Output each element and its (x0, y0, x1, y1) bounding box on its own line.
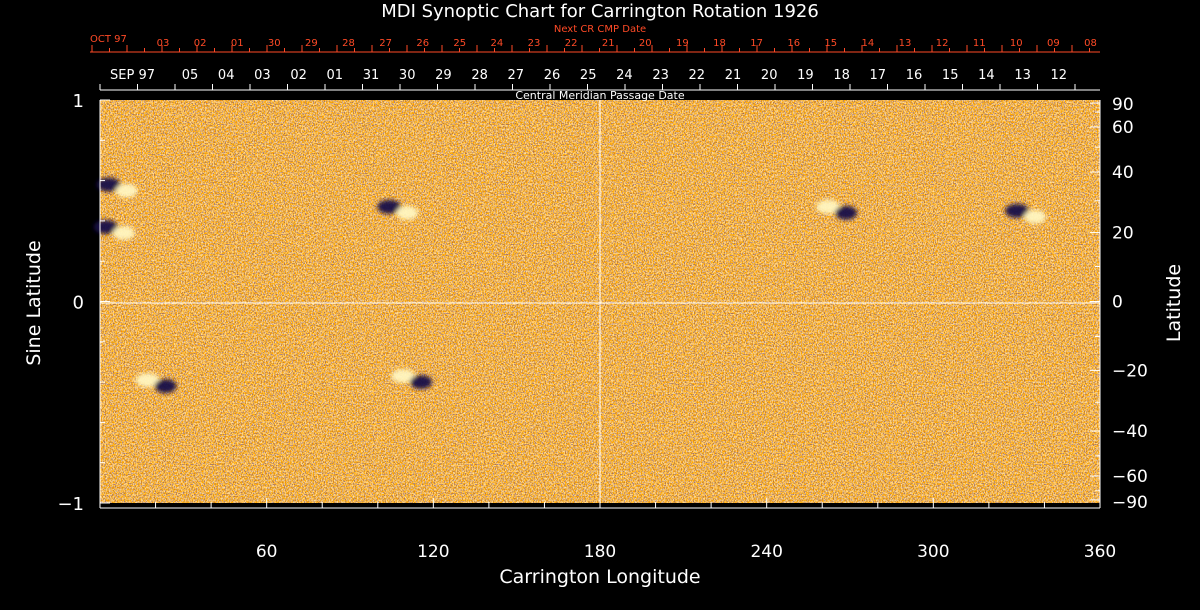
cmp-date-label: 01 (327, 68, 344, 83)
magnetogram-plot (93, 100, 1100, 503)
active-region-lead-spot (816, 199, 841, 214)
next-cmp-date-label: 10 (1010, 38, 1023, 49)
chart-title: MDI Synoptic Chart for Carrington Rotati… (381, 1, 819, 22)
cmp-date-label: 14 (978, 68, 995, 83)
x-tick-label: 180 (584, 542, 616, 562)
x-tick-label: 60 (256, 542, 278, 562)
cmp-date-label: 18 (833, 68, 850, 83)
cmp-date-label: 29 (435, 68, 452, 83)
active-region-follow-spot (835, 205, 858, 220)
cmp-date-label: 26 (544, 68, 561, 83)
cmp-date-label: 05 (182, 68, 199, 83)
next-cmp-date-label: 12 (936, 38, 949, 49)
next-cmp-date-label: 25 (453, 38, 466, 49)
y-right-tick-label: −60 (1112, 467, 1148, 487)
y-right-tick-label: −20 (1112, 361, 1148, 381)
cmp-date-label: 12 (1051, 68, 1068, 83)
y-axis-left-label: Sine Latitude (23, 240, 45, 365)
x-tick-label: 120 (417, 542, 449, 562)
y-right-tick-label: 40 (1112, 163, 1134, 183)
next-cmp-month-label: OCT 97 (90, 34, 127, 45)
next-cmp-date-label: 22 (565, 38, 578, 49)
active-region-follow-spot (396, 205, 419, 220)
y-right-tick-label: −40 (1112, 422, 1148, 442)
next-cmp-date-label: 01 (231, 38, 244, 49)
active-region-follow-spot (154, 379, 177, 394)
cmp-date-label: 04 (218, 68, 235, 83)
cmp-date-label: 22 (689, 68, 706, 83)
next-cmp-date-label: 18 (713, 38, 726, 49)
y-right-tick-label: 0 (1112, 293, 1123, 313)
y-right-tick-label: −90 (1112, 493, 1148, 513)
x-tick-label: 300 (917, 542, 949, 562)
cmp-date-label: 31 (363, 68, 380, 83)
next-cmp-date-label: 02 (194, 38, 207, 49)
x-axis-label: Carrington Longitude (499, 566, 700, 588)
y-left-tick-label: 0 (73, 293, 84, 314)
next-cmp-date-label: 24 (491, 38, 504, 49)
next-cmp-date-label: 16 (787, 38, 800, 49)
cmp-date-label: 25 (580, 68, 597, 83)
cmp-date-label: 17 (870, 68, 887, 83)
active-region-lead-spot (135, 373, 160, 388)
cmp-date-label: 13 (1014, 68, 1031, 83)
y-right-tick-label: 90 (1112, 95, 1134, 115)
y-left-tick-label: −1 (57, 494, 84, 515)
next-cmp-date-label: 13 (899, 38, 912, 49)
cmp-date-label: 27 (508, 68, 525, 83)
y-left-tick-label: 1 (73, 91, 84, 112)
next-cmp-axis-label: Next CR CMP Date (554, 24, 646, 35)
next-cmp-date-label: 29 (305, 38, 318, 49)
next-cmp-date-label: 08 (1084, 38, 1097, 49)
next-cmp-date-label: 23 (528, 38, 541, 49)
cmp-date-label: 24 (616, 68, 633, 83)
cmp-month-label: SEP 97 (110, 68, 155, 83)
cmp-date-label: 15 (942, 68, 959, 83)
next-cmp-date-label: 27 (379, 38, 392, 49)
y-right-tick-label: 20 (1112, 224, 1134, 244)
next-cmp-date-label: 20 (639, 38, 652, 49)
active-region-lead-spot (391, 369, 416, 384)
next-cmp-date-label: 15 (824, 38, 837, 49)
cmp-date-label: 23 (652, 68, 669, 83)
next-cmp-date-label: 14 (862, 38, 875, 49)
next-cmp-date-label: 17 (750, 38, 763, 49)
cmp-date-label: 16 (906, 68, 923, 83)
cmp-axis-label: Central Meridian Passage Date (515, 89, 684, 102)
cmp-date-label: 02 (290, 68, 307, 83)
y-axis-right-label: Latitude (1163, 264, 1185, 342)
y-right-tick-label: 60 (1112, 118, 1134, 138)
active-region-follow-spot (1024, 209, 1046, 224)
cmp-date-label: 30 (399, 68, 416, 83)
next-cmp-date-label: 30 (268, 38, 281, 49)
next-cmp-date-label: 19 (676, 38, 689, 49)
active-region-follow-spot (112, 225, 135, 240)
next-cmp-date-label: 26 (416, 38, 429, 49)
cmp-date-label: 28 (471, 68, 488, 83)
cmp-date-label: 20 (761, 68, 778, 83)
next-cmp-date-label: 28 (342, 38, 355, 49)
next-cmp-date-label: 11 (973, 38, 986, 49)
next-cmp-date-label: 09 (1047, 38, 1060, 49)
active-region-follow-spot (115, 183, 138, 198)
x-tick-label: 240 (750, 542, 782, 562)
next-cmp-date-label: 03 (157, 38, 170, 49)
active-region-follow-spot (410, 375, 433, 390)
cmp-date-label: 21 (725, 68, 742, 83)
cmp-date-label: 19 (797, 68, 814, 83)
cmp-date-label: 03 (254, 68, 271, 83)
x-tick-label: 360 (1084, 542, 1116, 562)
next-cmp-date-label: 21 (602, 38, 615, 49)
active-region-lead-spot (96, 177, 121, 192)
active-region-lead-spot (1005, 203, 1029, 218)
active-region-lead-spot (377, 199, 402, 214)
